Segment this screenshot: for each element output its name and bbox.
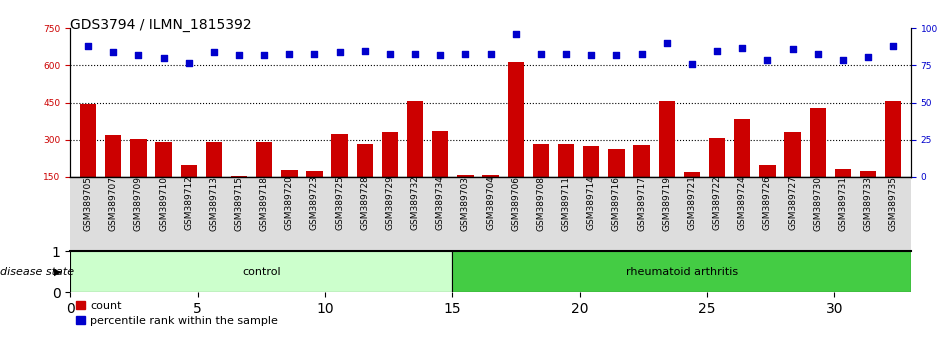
Text: ▶: ▶ (54, 267, 61, 277)
Bar (407, 102, 423, 214)
Point (332, 49, 347, 55)
Point (282, 51, 297, 56)
Point (106, 49, 121, 55)
Point (685, 61, 700, 67)
Point (533, 51, 548, 56)
Point (785, 46, 800, 52)
Point (659, 40, 674, 46)
Text: control: control (242, 267, 281, 277)
Bar (709, 138, 725, 214)
Point (433, 52, 448, 58)
Bar (256, 142, 272, 214)
Bar (658, 102, 675, 214)
Point (81, 43, 96, 49)
Bar (634, 145, 650, 214)
Point (810, 51, 825, 56)
Point (836, 57, 851, 62)
Text: disease state: disease state (0, 267, 74, 277)
Bar (331, 133, 347, 214)
Bar (483, 175, 499, 214)
Point (307, 51, 322, 56)
Point (156, 55, 171, 61)
Point (559, 51, 574, 56)
Point (608, 52, 623, 58)
FancyBboxPatch shape (70, 251, 453, 292)
Bar (231, 176, 247, 214)
Text: rheumatoid arthritis: rheumatoid arthritis (625, 267, 738, 277)
FancyBboxPatch shape (453, 251, 911, 292)
Point (131, 52, 146, 58)
Point (458, 51, 473, 56)
Bar (860, 171, 876, 214)
Point (207, 49, 222, 55)
Point (181, 60, 196, 65)
Bar (784, 132, 801, 214)
Point (634, 51, 649, 56)
Bar (809, 108, 826, 214)
Point (860, 54, 875, 59)
Bar (180, 165, 197, 214)
Bar (80, 104, 96, 214)
Bar (532, 144, 549, 214)
Point (256, 52, 271, 58)
Point (232, 52, 247, 58)
Point (358, 48, 373, 53)
Point (584, 52, 599, 58)
Bar (206, 142, 222, 214)
Bar (281, 170, 298, 214)
Bar (382, 132, 398, 214)
Bar (885, 102, 901, 214)
Point (710, 48, 725, 53)
Bar (835, 169, 851, 214)
Bar (558, 144, 575, 214)
Text: GDS3794 / ILMN_1815392: GDS3794 / ILMN_1815392 (70, 18, 252, 32)
Bar (583, 146, 599, 214)
Bar (357, 144, 373, 214)
Bar (457, 175, 473, 214)
Point (734, 45, 749, 51)
Bar (155, 142, 172, 214)
Point (483, 51, 498, 56)
Bar (734, 119, 750, 214)
Bar (760, 165, 776, 214)
Bar (432, 131, 449, 214)
Point (408, 51, 423, 56)
Legend: count, percentile rank within the sample: count, percentile rank within the sample (76, 301, 278, 326)
Bar (684, 172, 700, 214)
Bar (105, 135, 121, 214)
Point (508, 32, 523, 37)
Point (382, 51, 397, 56)
Bar (131, 139, 146, 214)
Bar (608, 149, 624, 214)
Point (885, 43, 901, 49)
Bar (508, 62, 524, 214)
Bar (306, 171, 323, 214)
Point (760, 57, 775, 62)
